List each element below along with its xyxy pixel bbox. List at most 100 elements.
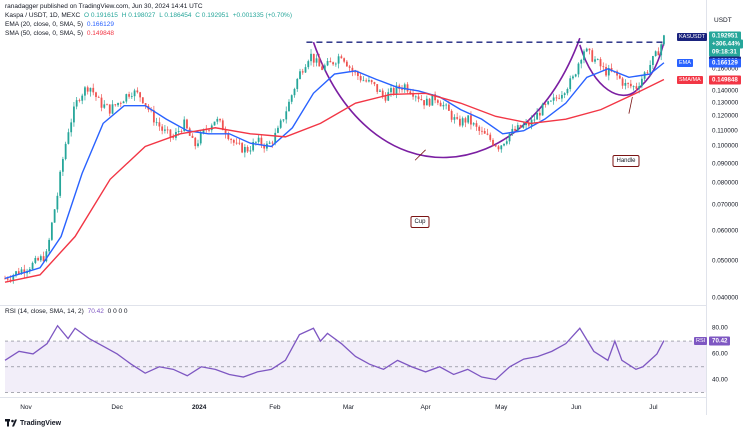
candle bbox=[274, 132, 277, 144]
symbol-title[interactable]: Kaspa / USDT, 1D, MEXC bbox=[5, 12, 81, 19]
candle bbox=[197, 143, 199, 147]
candle bbox=[475, 123, 478, 127]
candle bbox=[370, 80, 373, 83]
price-axis-tick: 0.110000 bbox=[712, 127, 738, 135]
candle bbox=[34, 257, 37, 263]
candle bbox=[351, 67, 354, 72]
candle bbox=[558, 97, 561, 99]
tradingview-logo[interactable]: TradingView bbox=[5, 419, 61, 427]
candle bbox=[334, 63, 337, 65]
candle bbox=[610, 68, 613, 72]
candle bbox=[450, 110, 453, 120]
candle bbox=[177, 131, 180, 132]
candle bbox=[232, 139, 235, 143]
countdown-label: 09:18:31 bbox=[709, 47, 740, 57]
candle bbox=[304, 67, 307, 73]
candle bbox=[97, 96, 100, 98]
candle bbox=[472, 123, 475, 125]
candle bbox=[530, 119, 533, 126]
candle bbox=[500, 145, 503, 150]
candle bbox=[81, 95, 84, 101]
rsi-legend-label: RSI (14, close, SMA, 14, 2) bbox=[5, 308, 84, 315]
candle bbox=[384, 95, 387, 101]
candle bbox=[566, 89, 569, 94]
candle bbox=[594, 59, 596, 62]
candle bbox=[42, 256, 45, 262]
ohlc-low: L 0.186454 bbox=[159, 12, 192, 19]
candle bbox=[296, 78, 299, 89]
price-axis-tick: 0.120000 bbox=[712, 112, 739, 120]
time-axis-tick: May bbox=[495, 404, 508, 411]
candle bbox=[210, 125, 213, 131]
candle bbox=[89, 87, 92, 92]
candle bbox=[456, 117, 459, 119]
candle bbox=[122, 101, 125, 104]
candle bbox=[436, 100, 439, 103]
candle bbox=[357, 71, 359, 77]
candle bbox=[434, 94, 437, 101]
candle bbox=[439, 102, 442, 107]
candle bbox=[70, 122, 73, 133]
candle bbox=[202, 129, 205, 133]
candle bbox=[588, 48, 591, 51]
candle bbox=[141, 97, 144, 104]
candle bbox=[100, 97, 103, 108]
candle bbox=[638, 86, 641, 89]
candle bbox=[536, 112, 539, 120]
candle bbox=[555, 97, 558, 99]
candle bbox=[337, 56, 340, 64]
candle bbox=[550, 100, 552, 102]
candle bbox=[401, 88, 403, 90]
price-axis-tick: 0.070000 bbox=[712, 201, 739, 209]
candle bbox=[318, 58, 321, 67]
time-axis-tick: Jun bbox=[571, 404, 582, 411]
ema-legend-value: 0.166129 bbox=[86, 21, 114, 28]
candle bbox=[649, 64, 652, 73]
candle bbox=[483, 131, 486, 134]
ema-line bbox=[4, 62, 665, 280]
candle bbox=[175, 131, 177, 138]
price-axis-tick: 0.060000 bbox=[712, 227, 739, 235]
time-axis-tick: Feb bbox=[269, 404, 281, 411]
candle bbox=[307, 61, 310, 68]
candle bbox=[629, 83, 632, 87]
sma-legend-label: SMA (50, close, 0, SMA, 5) bbox=[5, 30, 84, 37]
time-axis-tick: Apr bbox=[420, 404, 431, 411]
candle bbox=[627, 82, 629, 84]
time-axis-tick: Dec bbox=[111, 404, 123, 411]
candle bbox=[376, 84, 379, 92]
candle bbox=[235, 142, 238, 144]
candle bbox=[23, 269, 26, 274]
currency-label[interactable]: USDT bbox=[714, 17, 732, 24]
candle bbox=[508, 133, 511, 142]
candle bbox=[403, 84, 406, 90]
ema-legend[interactable]: EMA (20, close, 0, SMA, 5) 0.166129 bbox=[5, 21, 116, 29]
candle bbox=[158, 122, 161, 127]
candle bbox=[516, 125, 519, 131]
ema-legend-label: EMA (20, close, 0, SMA, 5) bbox=[5, 21, 84, 28]
candle bbox=[152, 110, 155, 123]
candle bbox=[494, 145, 497, 147]
candle bbox=[9, 279, 12, 281]
candle bbox=[428, 98, 431, 106]
rsi-legend[interactable]: RSI (14, close, SMA, 14, 2) 70.42 0 0 0 … bbox=[5, 308, 130, 316]
candle bbox=[607, 68, 610, 76]
candle bbox=[635, 86, 638, 89]
candle bbox=[238, 142, 241, 144]
candle bbox=[183, 119, 186, 132]
candle bbox=[618, 75, 621, 79]
candle bbox=[381, 90, 384, 96]
candle bbox=[15, 271, 17, 276]
candle bbox=[119, 102, 122, 104]
last-change-label: +306.44% bbox=[709, 39, 744, 49]
candle bbox=[368, 80, 370, 82]
price-axis-tick: 0.160000 bbox=[712, 65, 739, 73]
candle bbox=[503, 143, 505, 146]
sma-legend[interactable]: SMA (50, close, 0, SMA, 5) 0.149848 bbox=[5, 30, 116, 38]
candle bbox=[243, 146, 246, 153]
candle bbox=[602, 66, 605, 68]
candle bbox=[6, 278, 9, 280]
candle bbox=[310, 53, 312, 62]
candle bbox=[624, 82, 627, 86]
